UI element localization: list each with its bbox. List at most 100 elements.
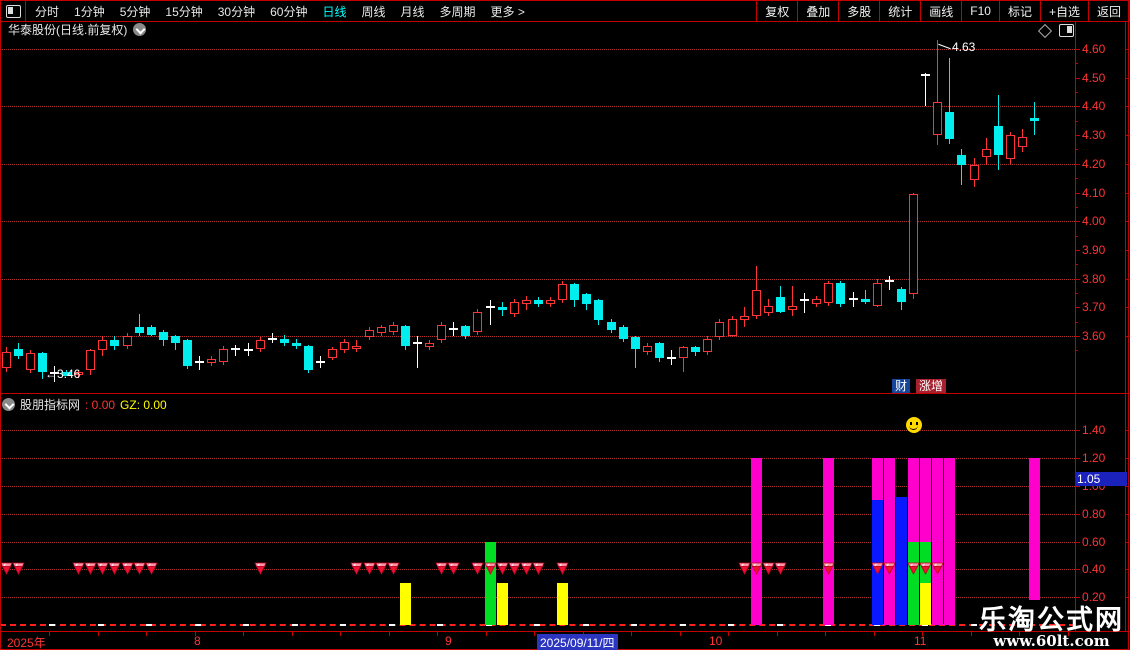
date-label: 11 (914, 634, 927, 648)
diamond-signal-icon (253, 562, 268, 576)
price-axis-label: 3.90 (1082, 242, 1106, 257)
indicator-bar-magenta (932, 458, 944, 625)
axis-tick (1075, 120, 1078, 122)
up-candle (546, 300, 555, 305)
down-candle (1030, 117, 1039, 121)
split-view-icon[interactable] (1059, 24, 1074, 37)
axis-tick (1125, 278, 1130, 280)
period-tab-15分钟[interactable]: 15分钟 (165, 4, 203, 19)
period-tab-60分钟[interactable]: 60分钟 (270, 4, 308, 19)
toolbar-right: 复权 叠加 多股 统计 画线 F10 标记 +自选 返回 (756, 1, 1129, 21)
title-dropdown-icon[interactable] (133, 23, 147, 36)
week-tick (679, 624, 686, 626)
down-candle (957, 155, 967, 166)
indicator-bar-magenta (823, 458, 835, 625)
date-tick (922, 632, 923, 636)
down-candle (775, 297, 785, 312)
gridline (0, 163, 1075, 165)
axis-tick (1125, 458, 1130, 460)
period-tab-更多 >[interactable]: 更多 > (490, 4, 525, 19)
period-tab-分时[interactable]: 分时 (35, 4, 60, 19)
price-axis-label: 3.80 (1082, 271, 1106, 286)
toolbar-button-返回[interactable]: 返回 (1087, 1, 1129, 21)
period-tab-多周期[interactable]: 多周期 (439, 4, 476, 19)
toolbar-button-复权[interactable]: 复权 (756, 1, 797, 21)
main-candlestick-chart[interactable]: 4.60 4.50 4.40 4.30 4.20 4.10 4.00 3.90 3.80 3.70… (0, 22, 1130, 394)
axis-tick (1125, 486, 1130, 487)
up-candle (437, 324, 447, 341)
price-axis-label: 4.30 (1082, 128, 1106, 143)
up-candle (340, 341, 350, 351)
toolbar-button-统计[interactable]: 统计 (879, 1, 920, 21)
down-candle (836, 282, 846, 305)
down-candle (291, 343, 301, 347)
week-tick (485, 624, 492, 626)
up-candle (1, 351, 11, 368)
up-candle (425, 343, 434, 348)
up-candle (715, 321, 725, 338)
date-tick (291, 632, 293, 636)
diamond-signal-icon (120, 562, 135, 576)
candle-wick (888, 275, 890, 291)
toolbar-button-F10[interactable]: F10 (961, 1, 999, 21)
indicator-axis-outer-line (1125, 394, 1126, 631)
indicator-axis-label: 0.60 (1082, 534, 1106, 549)
date-tick (534, 632, 535, 636)
toolbar-button-+自选[interactable]: +自选 (1039, 1, 1088, 21)
axis-tick (1075, 221, 1080, 223)
axis-tick (1075, 149, 1078, 151)
toolbar-button-标记[interactable]: 标记 (998, 1, 1040, 21)
toolbar-button-叠加[interactable]: 叠加 (797, 1, 838, 21)
smiley-mouth (908, 424, 918, 430)
toolbar-button-多股[interactable]: 多股 (838, 1, 879, 21)
period-tab-1分钟[interactable]: 1分钟 (74, 4, 105, 19)
diamond-signal-icon (107, 562, 122, 576)
indicator-bar-yellow (557, 583, 569, 625)
week-tick (631, 624, 637, 626)
toolbar-button-画线[interactable]: 画线 (920, 1, 961, 21)
axis-tick (1125, 513, 1130, 515)
candle-wick (937, 40, 939, 146)
indicator-bar-blue (895, 497, 907, 625)
indicator-dropdown-icon[interactable] (2, 398, 15, 411)
diamond-signal-icon (519, 562, 534, 576)
tag-chip-zhangzeng[interactable]: 涨增 (916, 379, 947, 393)
up-candle (86, 350, 96, 371)
indicator-panel[interactable]: 股朋指标网 : 0.00 GZ: 0.00 1.401.201.000.800.… (0, 394, 1130, 631)
period-tab-月线[interactable]: 月线 (400, 4, 425, 19)
diamond-signal-icon (362, 562, 377, 576)
up-candle (703, 338, 713, 352)
up-candle (824, 282, 834, 303)
indicator-bar-magenta (871, 458, 883, 500)
doji-candle (412, 342, 422, 345)
indicator-bar-yellow (920, 583, 932, 625)
doji-candle (485, 306, 495, 309)
stock-title: 华泰股份(日线.前复权) (8, 23, 128, 37)
week-tick (437, 624, 443, 626)
period-tab-30分钟[interactable]: 30分钟 (217, 4, 256, 19)
axis-tick (1075, 249, 1080, 251)
period-tab-日线[interactable]: 日线 (322, 4, 347, 19)
axis-tick (1075, 597, 1080, 599)
layout-split-button[interactable] (1, 1, 26, 21)
candle-wick (416, 336, 418, 368)
week-tick (291, 624, 298, 626)
price-axis-outer-line (1125, 22, 1126, 393)
low-price-annotation: ←3.46 (45, 367, 81, 381)
period-tab-5分钟[interactable]: 5分钟 (119, 4, 151, 19)
period-tab-周线[interactable]: 周线 (361, 4, 386, 19)
tag-chip-cai[interactable]: 财 (892, 379, 911, 393)
indicator-name[interactable]: 股朋指标网 (20, 398, 81, 412)
price-axis-label: 4.50 (1082, 70, 1106, 85)
diamond-signal-icon (918, 562, 933, 576)
date-tick (243, 632, 244, 636)
week-tick (534, 624, 540, 626)
price-axis-label: 4.20 (1082, 156, 1106, 171)
price-axis-label: 3.60 (1082, 329, 1106, 343)
up-candle (328, 348, 338, 358)
diamond-marker-icon[interactable] (1037, 23, 1053, 38)
doji-candle (243, 349, 253, 352)
date-axis[interactable]: 2025年 8 9 2025/09/11/四 10 11 (0, 631, 1130, 650)
date-label: 9 (445, 634, 452, 648)
